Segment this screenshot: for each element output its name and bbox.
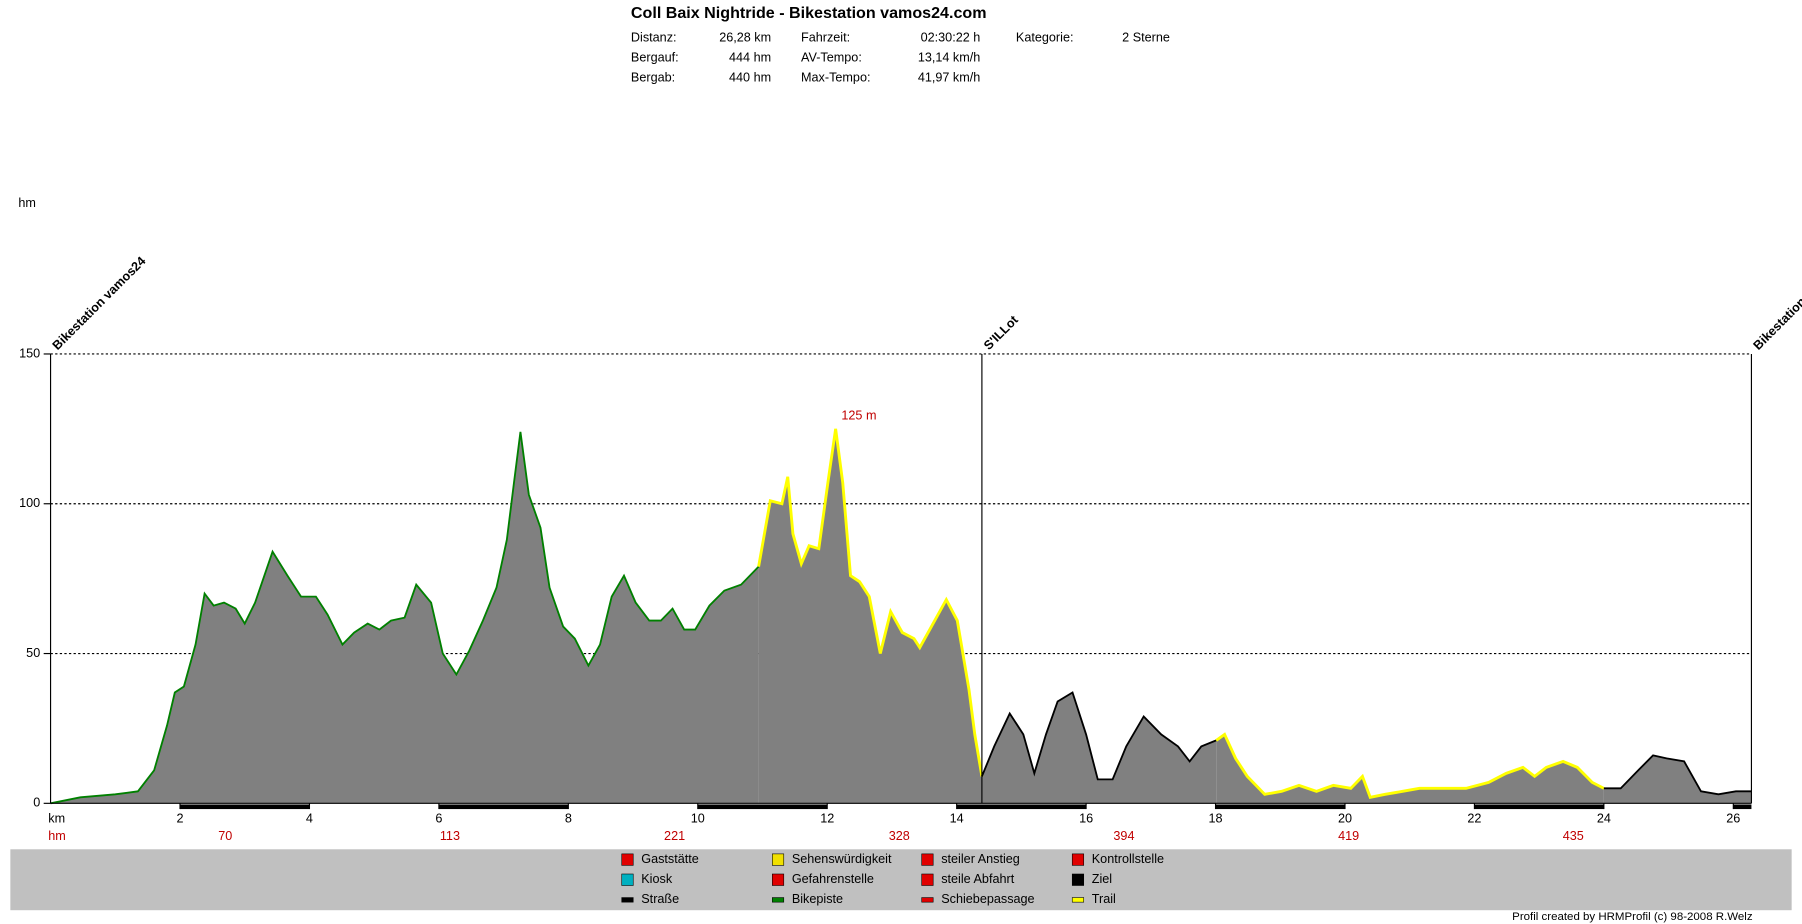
elevation-area [981,692,1217,804]
elevation-line [50,431,760,805]
x-tick-label: 4 [306,812,313,826]
waypoint-label: Bikestation [1751,295,1802,353]
climb-value: 221 [664,829,685,843]
stat-label: Max-Tempo: [801,70,870,84]
legend-icon [1071,873,1085,886]
legend-label: Trail [1092,892,1116,906]
y-tick-label: 0 [33,796,40,810]
x-axis-label: km [48,812,65,826]
stat-label: AV-Tempo: [801,50,862,64]
stat-value: 41,97 km/h [918,70,980,84]
climb-value: 435 [1563,829,1584,843]
x-tick-label: 14 [950,812,964,826]
x-tick-label: 12 [820,812,834,826]
stat-value: 13,14 km/h [918,50,980,64]
x-tick-label: 24 [1597,812,1611,826]
legend-label: Sehenswürdigkeit [792,852,892,866]
x-tick-label: 18 [1209,812,1223,826]
legend-label: Gaststätte [641,852,699,866]
elevation-area [1603,755,1752,804]
elevation-area [1216,734,1604,804]
stat-value: 440 hm [729,70,771,84]
legend-label: Schiebepassage [941,892,1034,906]
climb-value: 419 [1338,829,1359,843]
climb-value: 113 [440,829,460,843]
x-tick-label: 8 [565,812,572,826]
y-axis-label: hm [18,196,36,210]
legend-icon [771,897,785,903]
legend-icon [771,853,785,866]
scale-bar [1086,804,1216,810]
legend-icon [921,853,934,866]
waypoint-label: S'ILLot [981,312,1021,352]
legend-box [10,849,1792,911]
stat-value: 02:30:22 h [921,30,981,44]
stat-label: Fahrzeit: [801,30,850,44]
scale-bar [1215,804,1345,810]
elevation-line [757,428,984,777]
scale-bar [568,804,698,810]
legend-label: steile Abfahrt [941,872,1014,886]
scale-bar [1474,804,1604,810]
y-tick-label: 100 [19,496,40,510]
legend-label: Kontrollstelle [1092,852,1164,866]
legend-label: Straße [641,892,679,906]
scale-bar [180,804,310,810]
legend-icon [921,873,934,886]
scale-bar [309,804,439,810]
elevation-line [981,691,1217,781]
x-tick-label: 16 [1079,812,1093,826]
scale-bar [956,804,1087,810]
x-tick-label: 20 [1338,812,1352,826]
legend-icon [621,853,634,866]
x-tick-label: 6 [435,812,442,826]
stat-label: Distanz: [631,30,677,44]
legend-label: Bikepiste [792,892,843,906]
stat-label: Bergauf: [631,50,679,64]
legend-label: Gefahrenstelle [792,872,874,886]
legend-icon [921,897,934,903]
y-tick-label: 50 [26,646,40,660]
elevation-line [1603,754,1752,796]
legend-icon [621,873,634,886]
footer: Profil created by HRMProfil (c) 98-2008 … [1512,911,1753,923]
stat-value: 444 hm [729,50,771,64]
x-tick-label: 10 [691,812,705,826]
climb-value: 328 [889,829,910,843]
scale-bar [438,804,569,810]
y-tick-label: 150 [19,346,40,360]
scale-bar [827,804,957,810]
x-tick-label: 22 [1467,812,1481,826]
elevation-line [1215,732,1605,799]
scale-bar [50,804,181,810]
climb-value: 70 [218,829,232,843]
stat-value: 26,28 km [719,30,771,44]
scale-bar [1603,804,1734,810]
peak-label: 125 m [841,409,876,423]
legend-label: steiler Anstieg [941,852,1020,866]
stat-label: Bergab: [631,70,675,84]
climb-value: 394 [1113,829,1134,843]
legend-icon [621,897,634,903]
legend-icon [1071,897,1085,903]
climb-row-label: hm [48,829,66,843]
waypoint-label: Bikestation vamos24 [50,254,149,353]
elevation-area [758,428,982,804]
stat-label: Kategorie: [1016,30,1074,44]
scale-bar [697,804,828,810]
scale-bar [1733,804,1752,810]
legend-label: Kiosk [641,872,673,886]
stat-value: 2 Sterne [1122,30,1170,44]
scale-bar [1344,804,1475,810]
x-tick-label: 2 [176,812,183,826]
x-tick-label: 26 [1726,812,1740,826]
legend-icon [771,873,785,886]
legend-icon [1071,853,1085,866]
legend-label: Ziel [1092,872,1112,886]
chart-title: Coll Baix Nightride - Bikestation vamos2… [631,4,987,22]
